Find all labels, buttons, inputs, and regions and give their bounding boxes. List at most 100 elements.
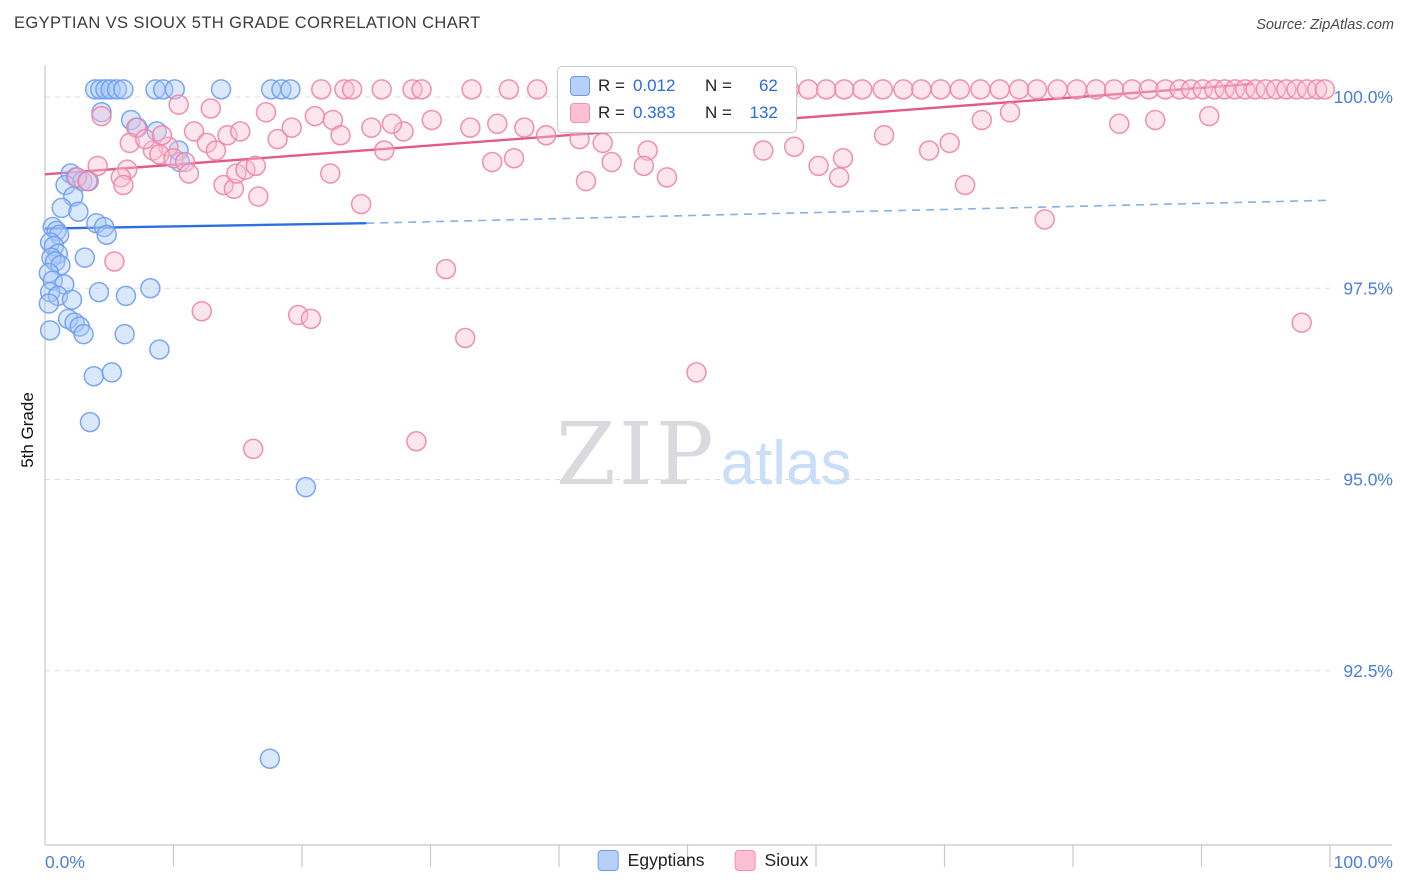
data-point [1234,79,1256,100]
page-title: EGYPTIAN VS SIOUX 5TH GRADE CORRELATION … [14,14,481,32]
data-point [592,132,613,154]
data-point [300,308,322,330]
data-point [656,167,678,188]
data-point [57,308,79,330]
data-point [1198,105,1220,127]
data-point [83,365,105,387]
data-point [96,224,117,245]
n-label: N = [704,76,732,95]
data-point [633,155,655,177]
sioux-points [66,79,1336,460]
data-point [1306,79,1328,100]
data-point [971,109,993,131]
data-point [1103,79,1125,100]
data-point [113,174,134,196]
data-point [498,79,520,100]
data-point [164,79,186,100]
data-point [280,79,301,100]
sioux-n-value: 132 [749,103,778,122]
data-point [93,216,115,238]
data-point [1034,209,1055,230]
series-legend: Egyptians Sioux [597,850,809,871]
data-point [77,170,98,192]
data-point [140,278,161,299]
data-point [104,251,125,272]
data-point [95,79,116,100]
data-point [454,327,476,349]
data-point [1047,79,1068,100]
data-point [51,197,72,219]
data-point [163,147,184,169]
y-tick-label: 100.0% [1334,87,1393,107]
egyptians-legend-label: Egyptians [627,850,705,870]
data-point [39,232,61,253]
data-point [230,121,251,142]
legend-row-egyptians: R = 0.012 N = 62 [570,76,778,96]
data-point [1121,79,1143,100]
data-point [1286,79,1307,100]
data-point [115,285,137,307]
egyptians-legend-swatch-icon [597,850,619,871]
data-point [575,170,597,192]
sioux-r-value: 0.383 [632,103,676,122]
data-point [601,151,622,173]
data-point [1245,79,1266,100]
data-point [753,140,774,161]
data-point [1026,79,1048,100]
data-point [200,98,222,119]
data-point [535,125,557,146]
data-point [487,113,508,135]
data-point [939,132,960,154]
data-point [381,113,403,135]
data-point [1276,79,1297,100]
data-point [361,117,382,138]
data-point [852,79,873,100]
data-point [174,151,196,173]
data-point [134,128,156,150]
data-point [178,163,200,184]
data-point [1296,79,1318,100]
data-point [341,79,363,100]
data-point [149,339,170,360]
data-point [828,167,850,188]
data-point [954,174,976,196]
data-point [686,362,707,383]
source-attribution: Source: ZipAtlas.com [1256,17,1394,33]
data-point [808,155,829,177]
data-point [481,151,503,173]
n-label: N = [704,103,732,122]
data-point [918,140,940,161]
data-point [893,79,914,100]
data-point [119,132,141,154]
data-point [834,79,855,100]
data-point [435,258,457,280]
data-point [1204,79,1225,100]
data-point [1214,79,1235,100]
axes [44,65,1392,867]
data-point [217,125,238,146]
data-point [930,79,951,100]
data-point [114,323,135,345]
data-point [1255,79,1276,100]
data-point [142,140,164,161]
data-point [168,94,189,115]
r-label: R = [598,76,625,95]
data-point [1144,109,1166,131]
egyptians-r-value: 0.012 [632,76,676,95]
data-point [245,155,266,177]
sioux-legend-label: Sioux [764,850,809,870]
data-point [832,147,854,169]
data-point [88,281,110,303]
data-point [79,411,101,433]
data-point [1066,79,1088,100]
data-point [191,300,213,322]
data-point [1169,79,1190,100]
legend-item-egyptians: Egyptians [597,850,705,871]
data-point [970,79,991,100]
data-point [334,79,355,100]
data-point [1109,113,1130,135]
data-point [304,105,326,127]
data-point [1224,79,1246,100]
